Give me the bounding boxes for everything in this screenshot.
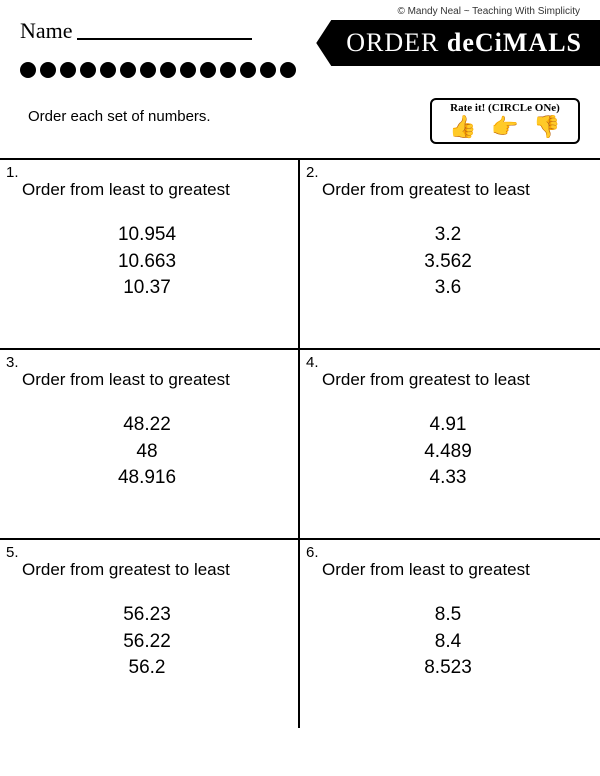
question-prompt: Order from greatest to least	[322, 180, 588, 200]
thumbs-down-icon[interactable]: 👎	[533, 116, 560, 138]
question-cell: 3.Order from least to greatest 48.224848.…	[0, 350, 300, 538]
value-line: 8.5	[308, 602, 588, 629]
grid-row: 1.Order from least to greatest 10.95410.6…	[0, 158, 600, 348]
value-line: 56.22	[8, 629, 286, 656]
question-cell: 2.Order from greatest to least 3.23.5623.…	[300, 160, 600, 348]
dot	[180, 62, 196, 78]
questions-grid: 1.Order from least to greatest10.95410.6…	[0, 158, 600, 728]
value-line: 4.489	[308, 439, 588, 466]
thumbs-row: 👍 👉 👎	[442, 116, 568, 138]
question-number: 5.	[6, 544, 19, 561]
title-banner: ORDER deCiMALS	[316, 20, 600, 66]
dot	[40, 62, 56, 78]
question-values: 56.2356.2256.2	[8, 602, 286, 682]
question-prompt: Order from least to greatest	[322, 560, 588, 580]
question-cell: 1.Order from least to greatest 10.95410.6…	[0, 160, 300, 348]
dot	[20, 62, 36, 78]
rate-it-title: Rate it! (CIRCLe ONe)	[442, 102, 568, 114]
dot	[140, 62, 156, 78]
thumbs-up-icon[interactable]: 👍	[449, 116, 476, 138]
value-line: 3.2	[308, 222, 588, 249]
question-number: 6.	[306, 544, 319, 561]
question-values: 48.224848.916	[8, 412, 286, 492]
header: Name ORDER deCiMALS	[0, 0, 600, 90]
title-part-1: ORDER	[346, 28, 439, 57]
title-part-2: deCiMALS	[447, 28, 582, 57]
question-cell: 6.Order from least to greatest 8.58.48.52…	[300, 540, 600, 728]
value-line: 3.562	[308, 249, 588, 276]
name-label: Name	[20, 18, 73, 44]
value-line: 10.37	[8, 275, 286, 302]
dot	[80, 62, 96, 78]
question-prompt: Order from least to greatest	[22, 370, 286, 390]
decorative-dots	[20, 62, 296, 78]
dot	[220, 62, 236, 78]
value-line: 56.23	[8, 602, 286, 629]
question-number: 3.	[6, 354, 19, 371]
question-values: 10.95410.66310.37	[8, 222, 286, 302]
value-line: 48.22	[8, 412, 286, 439]
question-prompt: Order from greatest to least	[322, 370, 588, 390]
question-cell: 5.Order from greatest to least 56.2356.22…	[0, 540, 300, 728]
sub-header-row: Order each set of numbers. Rate it! (CIR…	[0, 90, 600, 144]
dot	[160, 62, 176, 78]
question-number: 1.	[6, 164, 19, 181]
question-number: 2.	[306, 164, 319, 181]
question-values: 4.914.4894.33	[308, 412, 588, 492]
value-line: 56.2	[8, 655, 286, 682]
value-line: 8.523	[308, 655, 588, 682]
value-line: 48	[8, 439, 286, 466]
value-line: 4.33	[308, 465, 588, 492]
value-line: 4.91	[308, 412, 588, 439]
value-line: 10.954	[8, 222, 286, 249]
name-input-line[interactable]	[77, 38, 252, 40]
question-values: 8.58.48.523	[308, 602, 588, 682]
question-number: 4.	[306, 354, 319, 371]
grid-row: 3.Order from least to greatest 48.224848.…	[0, 348, 600, 538]
question-cell: 4.Order from greatest to least 4.914.4894…	[300, 350, 600, 538]
question-values: 3.23.5623.6	[308, 222, 588, 302]
value-line: 10.663	[8, 249, 286, 276]
value-line: 48.916	[8, 465, 286, 492]
instruction-text: Order each set of numbers.	[28, 98, 211, 125]
value-line: 8.4	[308, 629, 588, 656]
dot	[240, 62, 256, 78]
dot	[280, 62, 296, 78]
dot	[120, 62, 136, 78]
dot	[60, 62, 76, 78]
dot	[260, 62, 276, 78]
value-line: 3.6	[308, 275, 588, 302]
rate-it-box: Rate it! (CIRCLe ONe) 👍 👉 👎	[430, 98, 580, 144]
question-prompt: Order from least to greatest	[22, 180, 286, 200]
thumbs-side-icon[interactable]: 👉	[491, 116, 518, 138]
dot	[200, 62, 216, 78]
question-prompt: Order from greatest to least	[22, 560, 286, 580]
grid-row: 5.Order from greatest to least 56.2356.22…	[0, 538, 600, 728]
dot	[100, 62, 116, 78]
